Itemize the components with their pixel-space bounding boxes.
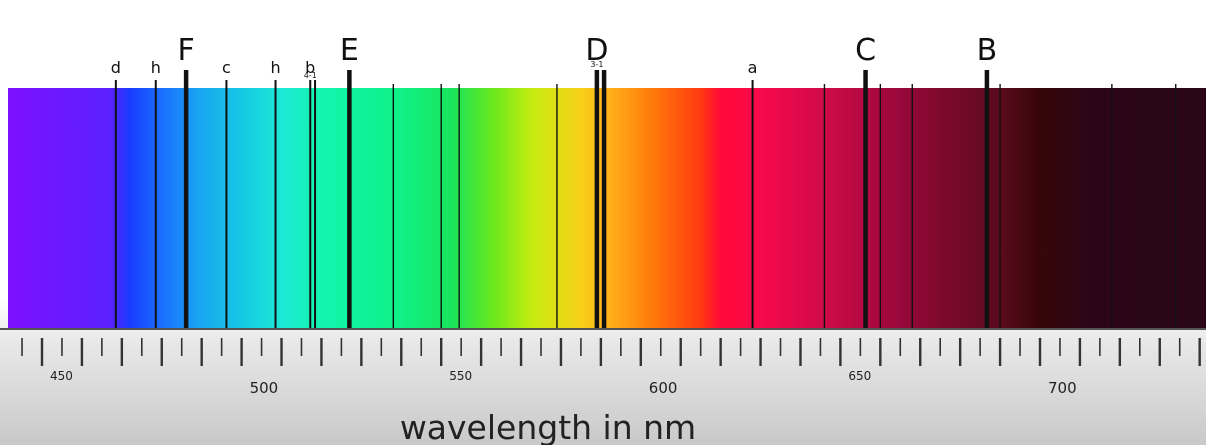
line-label: D — [585, 33, 608, 68]
scale-tick-labels: 450 500 550 600 650 700 — [50, 369, 1077, 397]
line-sublabel: 3-1 — [590, 60, 603, 69]
tick-label: 500 — [250, 379, 279, 397]
absorption-lines — [114, 70, 1177, 328]
line-label: F — [177, 33, 194, 68]
line-label: B — [977, 33, 998, 68]
line-label: b — [305, 58, 315, 77]
line-label: d — [111, 58, 121, 77]
line-label: c — [222, 58, 231, 77]
axis-title: wavelength in nm — [400, 408, 696, 445]
line-label: h — [151, 58, 161, 77]
line-label: C — [855, 33, 876, 68]
tick-label: 650 — [848, 369, 871, 383]
line-sublabel: 4-1 — [304, 71, 317, 80]
spectrum-band — [8, 88, 1206, 328]
tick-label: 600 — [649, 379, 678, 397]
tick-label: 450 — [50, 369, 73, 383]
line-label: a — [748, 58, 758, 77]
line-label: h — [270, 58, 280, 77]
scale-baseline — [0, 328, 1206, 330]
tick-label: 700 — [1048, 379, 1077, 397]
line-label: E — [340, 33, 359, 68]
tick-label: 550 — [449, 369, 472, 383]
scale-ticks — [21, 338, 1201, 366]
